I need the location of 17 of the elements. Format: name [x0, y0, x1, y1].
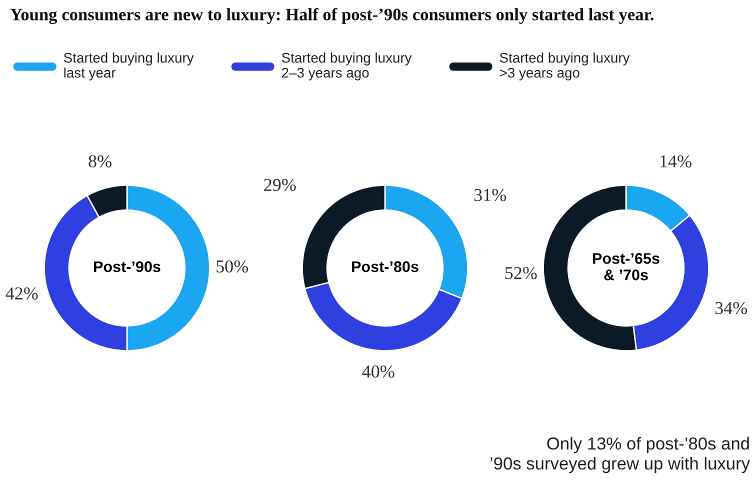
legend-label: Started buying luxury >3 years ago — [500, 52, 630, 80]
data-label: 52% — [505, 266, 537, 280]
legend-label: Started buying luxury 2–3 years ago — [282, 52, 412, 80]
data-label: 34% — [715, 302, 748, 314]
chart-title: Young consumers are new to luxury: Half of post-’90s consumers only started last year. — [10, 8, 654, 24]
text: Only 13% of post-’80s and ’90s surveyed grew up with luxury — [490, 436, 750, 474]
data-label: 14% — [660, 155, 692, 168]
data-label: 50% — [216, 260, 248, 273]
data-label: 42% — [6, 287, 38, 300]
data-label: 40% — [362, 365, 394, 378]
data-label: 31% — [474, 188, 506, 202]
text: Post-’90s — [94, 261, 160, 272]
text: Post-’65s & ’70s — [593, 253, 660, 280]
data-label: 8% — [88, 155, 112, 168]
text: Post-’80s — [352, 261, 418, 272]
data-label: 29% — [264, 178, 296, 192]
legend-label: Started buying luxury last year — [64, 52, 194, 80]
